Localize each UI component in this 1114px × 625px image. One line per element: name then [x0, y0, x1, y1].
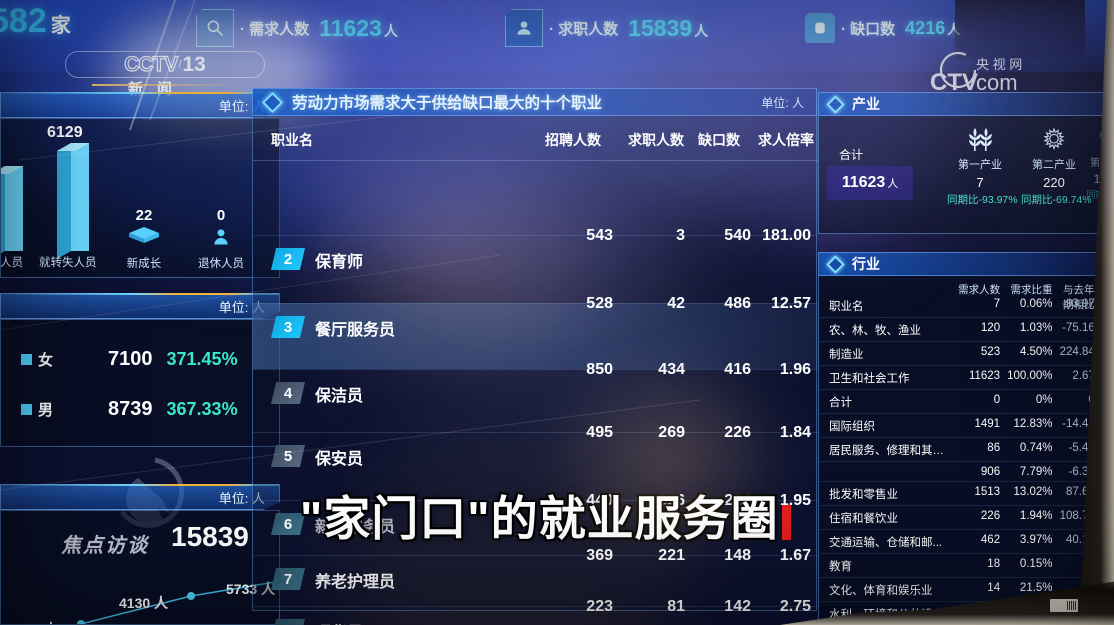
svg-text:CTV: CTV — [930, 69, 978, 96]
svg-text:com: com — [976, 70, 1018, 95]
